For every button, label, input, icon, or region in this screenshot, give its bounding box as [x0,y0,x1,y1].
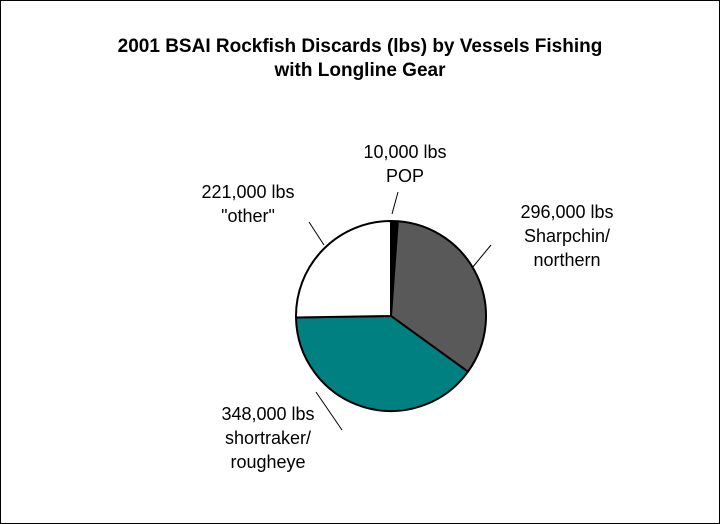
slice-labels: 10,000 lbs POP 296,000 lbs Sharpchin/northe… [201,142,613,472]
pie-slice [295,315,469,412]
leader-line [391,191,399,215]
leader-line [308,221,325,246]
leader-line [315,391,343,431]
leader-line [471,244,492,269]
chart-title-line-1: 2001 BSAI Rockfish Discards (lbs) by Ves… [117,36,603,57]
slice-data-label: 348,000 lbs shortraker/rougheye [221,404,314,472]
pie-slices [295,219,487,412]
slice-data-label: 221,000 lbs "other" [201,182,294,226]
pie-slice [295,220,392,319]
chart-title-line-2: with Longline Gear [274,60,446,81]
leader-lines [308,191,492,431]
slice-data-label: 10,000 lbs POP [363,142,446,186]
chart-title: 2001 BSAI Rockfish Discards (lbs) by Ves… [0,35,720,83]
slice-data-label: 296,000 lbs Sharpchin/northern [520,202,613,270]
pie-slice [390,220,487,373]
